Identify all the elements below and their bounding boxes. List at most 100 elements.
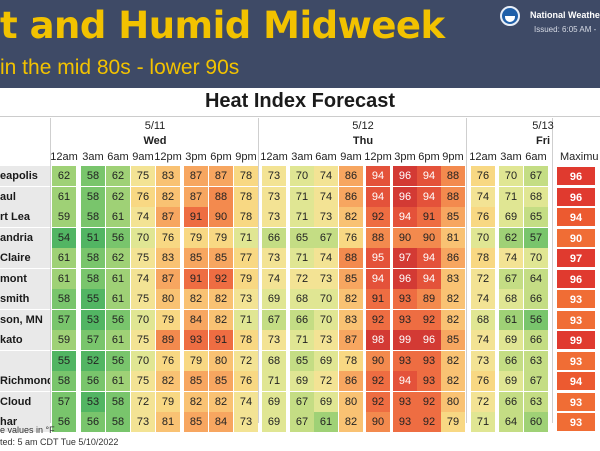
heat-index-cell: 68 (262, 351, 286, 371)
hour-label: 3pm (394, 151, 416, 163)
heat-index-cell: 73 (234, 289, 258, 309)
heat-index-cell: 80 (156, 289, 180, 309)
heat-index-cell: 87 (184, 166, 208, 186)
heat-index-cell: 73 (262, 187, 286, 207)
max-heat-index-cell: 96 (556, 166, 596, 186)
heat-index-cell: 82 (339, 289, 363, 309)
heat-index-cell: 74 (234, 392, 258, 412)
hour-label: 6pm (210, 151, 232, 163)
max-heat-index-cell: 93 (556, 310, 596, 330)
heat-index-cell: 61 (52, 248, 76, 268)
heat-index-cell: 63 (524, 351, 548, 371)
heat-index-cell: 85 (209, 371, 233, 391)
heat-index-cell: 85 (441, 330, 465, 350)
heat-index-cell: 85 (209, 248, 233, 268)
heat-index-cell: 87 (156, 207, 180, 227)
heat-index-cell: 70 (131, 351, 155, 371)
heat-index-cell: 85 (184, 248, 208, 268)
heat-index-cell: 82 (441, 310, 465, 330)
heat-index-cell: 64 (499, 412, 523, 432)
heat-index-cell: 61 (106, 269, 130, 289)
city-name: Richmond (0, 371, 50, 391)
heat-index-cell: 69 (499, 207, 523, 227)
day-separator (466, 118, 467, 423)
heat-index-cell: 53 (81, 392, 105, 412)
heat-index-cell: 82 (156, 371, 180, 391)
heat-index-cell: 84 (209, 412, 233, 432)
day-name: Fri (535, 135, 551, 147)
heat-index-cell: 93 (417, 371, 441, 391)
heat-index-cell: 71 (234, 228, 258, 248)
heat-index-cell: 57 (524, 228, 548, 248)
heat-index-cell: 90 (209, 207, 233, 227)
heat-index-cell: 88 (366, 228, 390, 248)
heat-index-cell: 58 (81, 269, 105, 289)
heat-index-cell: 75 (131, 166, 155, 186)
heat-index-cell: 78 (234, 166, 258, 186)
heat-index-cell: 55 (52, 351, 76, 371)
heat-index-cell: 80 (339, 392, 363, 412)
heat-index-cell: 71 (290, 207, 314, 227)
heat-index-cell: 78 (234, 207, 258, 227)
heat-index-cell: 72 (471, 392, 495, 412)
heat-index-cell: 61 (106, 330, 130, 350)
hour-label: 6pm (418, 151, 440, 163)
heat-index-cell: 67 (290, 412, 314, 432)
heat-index-cell: 94 (366, 269, 390, 289)
city-name: smith (0, 289, 50, 309)
heat-index-cell: 74 (131, 207, 155, 227)
heat-index-cell: 94 (393, 371, 417, 391)
city-name: mont (0, 269, 50, 289)
heat-index-cell: 69 (262, 392, 286, 412)
heat-index-cell: 73 (262, 330, 286, 350)
city-name (0, 351, 50, 371)
heat-index-cell: 65 (524, 207, 548, 227)
day-name: Thu (352, 135, 374, 147)
heat-index-cell: 69 (262, 412, 286, 432)
max-heat-index-cell: 93 (556, 289, 596, 309)
max-heat-index-cell: 96 (556, 269, 596, 289)
heat-index-cell: 74 (499, 248, 523, 268)
heat-index-cell: 62 (106, 187, 130, 207)
max-column-header: Maximu (560, 151, 599, 163)
heat-index-cell: 61 (499, 310, 523, 330)
heat-index-cell: 82 (184, 392, 208, 412)
day-date: 5/11 (144, 120, 166, 132)
heat-index-cell: 59 (52, 207, 76, 227)
heat-index-cell: 66 (524, 289, 548, 309)
day-separator (50, 118, 51, 423)
heat-index-cell: 96 (393, 269, 417, 289)
city-name: aul (0, 187, 50, 207)
heat-index-cell: 89 (417, 289, 441, 309)
heat-index-cell: 73 (314, 330, 338, 350)
heat-index-cell: 53 (81, 310, 105, 330)
heat-index-cell: 94 (417, 269, 441, 289)
heat-index-cell: 86 (339, 371, 363, 391)
heat-index-cell: 66 (499, 392, 523, 412)
heat-index-cell: 95 (366, 248, 390, 268)
heat-index-cell: 72 (471, 269, 495, 289)
heat-index-cell: 90 (417, 228, 441, 248)
heat-index-cell: 88 (339, 248, 363, 268)
heat-index-cell: 74 (262, 269, 286, 289)
heat-index-cell: 77 (234, 248, 258, 268)
heat-index-cell: 60 (524, 412, 548, 432)
banner-title: t and Humid Midweek (0, 4, 445, 47)
heat-index-cell: 68 (524, 187, 548, 207)
heat-index-cell: 70 (131, 310, 155, 330)
heat-index-cell: 86 (441, 248, 465, 268)
heat-index-cell: 71 (471, 412, 495, 432)
heat-index-cell: 82 (441, 289, 465, 309)
heat-index-cell: 76 (131, 187, 155, 207)
footnote-units: e values in °F (0, 425, 55, 435)
heat-index-cell: 81 (156, 412, 180, 432)
page-title: Heat Index Forecast (204, 90, 396, 112)
heat-index-cell: 79 (184, 351, 208, 371)
heat-index-cell: 56 (81, 371, 105, 391)
hour-label: 6am (315, 151, 337, 163)
hour-label: 3am (500, 151, 522, 163)
heat-index-cell: 93 (417, 351, 441, 371)
heat-index-cell: 71 (262, 371, 286, 391)
heat-index-cell: 91 (209, 330, 233, 350)
heat-index-cell: 58 (81, 207, 105, 227)
